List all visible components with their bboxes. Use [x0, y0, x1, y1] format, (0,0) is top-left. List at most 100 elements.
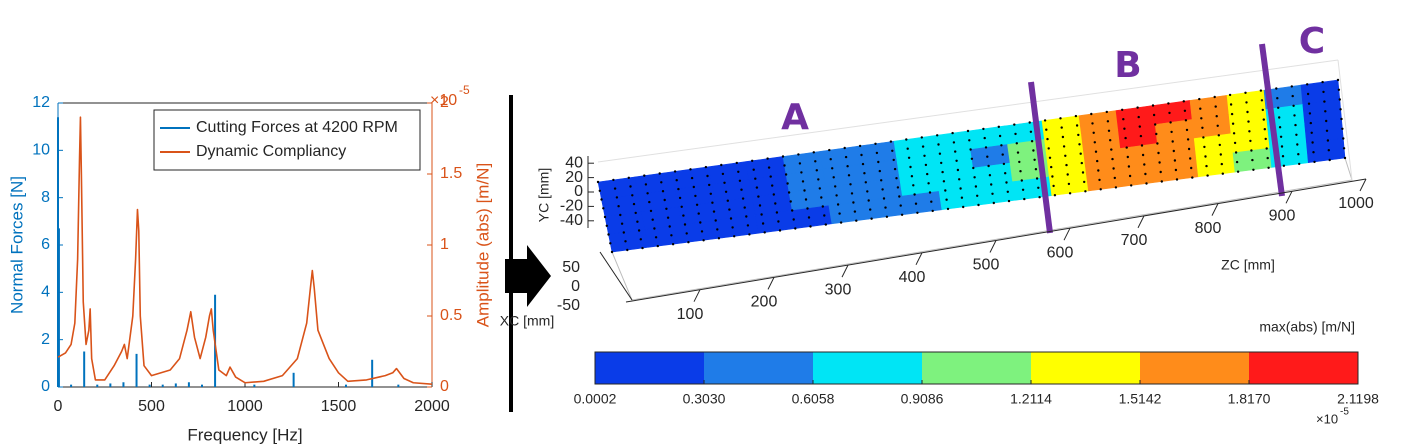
mesh-node	[861, 162, 865, 166]
mesh-node	[717, 237, 721, 240]
mesh-node	[875, 151, 879, 155]
mesh-node	[1295, 133, 1298, 136]
y2-tick-label: 0.5	[440, 307, 462, 324]
mesh-node	[804, 198, 808, 201]
mesh-node	[815, 169, 818, 172]
mesh-node	[1034, 168, 1038, 171]
mesh-node	[792, 218, 795, 221]
mesh-node	[1029, 130, 1033, 133]
colorbar-tick-label: 0.3030	[683, 391, 726, 407]
box-edge	[1337, 59, 1353, 181]
mesh-node	[1052, 184, 1055, 188]
mesh-node	[600, 198, 603, 201]
mesh-node	[775, 211, 779, 214]
mesh-node	[1325, 129, 1329, 132]
region-divider	[1028, 81, 1053, 234]
mesh-node	[1175, 178, 1179, 181]
mesh-node	[1035, 177, 1039, 180]
mesh-node	[798, 162, 802, 165]
mesh-node	[990, 183, 993, 186]
mesh-node	[1019, 170, 1022, 173]
mesh-node	[783, 164, 786, 167]
mesh-node	[632, 202, 636, 206]
mesh-node	[1267, 166, 1270, 169]
mesh-node	[1007, 199, 1011, 203]
mesh-node	[1306, 92, 1310, 96]
mesh-node	[1047, 147, 1050, 150]
zc-tick	[841, 264, 849, 278]
mesh-node	[1096, 159, 1099, 163]
mesh-node	[1245, 101, 1248, 104]
mesh-node	[673, 170, 677, 173]
region-label: C	[1299, 21, 1325, 62]
mesh-node	[814, 160, 817, 163]
colorbar-segment	[813, 352, 922, 384]
mesh-node	[1232, 132, 1236, 135]
mesh-node	[634, 211, 637, 215]
mesh-node	[654, 236, 658, 239]
mesh-node	[914, 202, 918, 205]
zc-tick-label: 900	[1269, 208, 1296, 225]
mesh-node	[714, 219, 717, 222]
zc-tick-label: 700	[1121, 232, 1148, 249]
arrow	[505, 245, 551, 307]
mesh-node	[1296, 143, 1299, 146]
mesh-node	[945, 198, 948, 201]
mesh-node	[958, 178, 961, 181]
mesh-node	[787, 191, 791, 194]
mesh-node	[1262, 118, 1266, 121]
mesh-node	[1171, 140, 1174, 143]
mesh-node	[1169, 121, 1172, 124]
mesh-node	[697, 212, 700, 215]
mesh-node	[1078, 143, 1081, 146]
mesh-node	[1292, 104, 1295, 108]
mesh-node	[794, 227, 797, 230]
mesh-node	[763, 231, 766, 234]
mesh-node	[982, 127, 985, 131]
mesh-node	[682, 214, 685, 217]
mesh-node	[843, 146, 846, 150]
mesh-node	[869, 208, 872, 211]
mesh-node	[733, 235, 736, 238]
mesh-node	[760, 213, 763, 216]
mesh-node	[724, 190, 728, 193]
mesh-node	[1111, 157, 1114, 161]
mesh-node	[1201, 126, 1204, 129]
mesh-node	[709, 192, 712, 195]
mesh-node	[1014, 132, 1017, 136]
mesh-node	[1015, 142, 1018, 145]
yc-tick-label: 0	[574, 183, 583, 200]
y2-tick-label: 2	[440, 94, 449, 111]
mesh-node	[1230, 112, 1234, 116]
zc-tick	[1137, 215, 1145, 229]
yc-tick-label: 20	[565, 169, 583, 186]
mesh-node	[1114, 186, 1118, 189]
mesh-node	[1000, 144, 1003, 147]
mesh-node	[926, 172, 929, 176]
mesh-node	[695, 203, 699, 206]
colorbar-multiplier-exponent: -5	[1340, 407, 1349, 418]
mesh-node	[895, 177, 898, 180]
zc-tick	[915, 252, 923, 266]
y-tick-label: 10	[32, 142, 50, 159]
mesh-node	[938, 152, 942, 155]
mesh-node	[1016, 151, 1020, 154]
y-tick-label: 2	[41, 331, 50, 348]
mesh-node	[737, 170, 740, 173]
y-tick-label: 8	[41, 189, 50, 206]
mesh-node	[801, 180, 805, 183]
mesh-node	[708, 183, 711, 187]
mesh-node	[1233, 141, 1237, 145]
mesh-node	[1260, 99, 1264, 102]
mesh-node	[834, 185, 837, 188]
xc-tick-label: 50	[562, 259, 580, 276]
mesh-node	[1182, 100, 1186, 103]
mesh-node	[678, 196, 682, 200]
mesh-node	[1110, 148, 1113, 151]
mesh-node	[973, 176, 976, 179]
mesh-node	[767, 166, 771, 169]
zc-tick-label: 800	[1195, 220, 1222, 237]
mesh-node	[1213, 95, 1216, 99]
mesh-node	[643, 174, 646, 177]
mesh-node	[683, 223, 687, 226]
